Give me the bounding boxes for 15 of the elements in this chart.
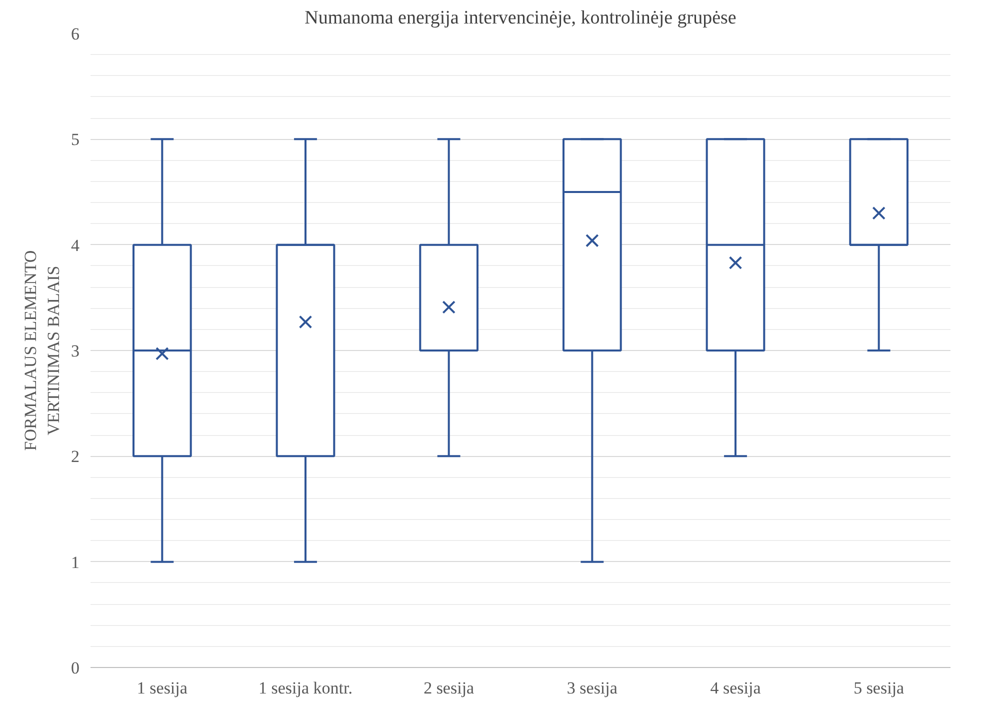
y-tick-label: 3	[71, 342, 80, 360]
y-tick-label: 6	[71, 24, 80, 44]
x-tick-label: 4 sesija	[710, 678, 762, 698]
y-axis-title: FORMALAUS ELEMENTO VERTINIMAS BALAIS	[21, 250, 63, 451]
x-tick-label: 1 sesija	[136, 678, 188, 698]
y-tick-label: 4	[71, 236, 80, 255]
y-tick-label: 5	[71, 130, 80, 150]
x-tick-label: 2 sesija	[424, 678, 475, 698]
y-tick-label: 0	[71, 658, 80, 678]
y-tick-label: 2	[71, 447, 80, 466]
x-tick-label: 3 sesija	[566, 678, 618, 698]
x-tick-label: 1 sesija kontr.	[258, 678, 352, 698]
x-tick-label: 5 sesija	[854, 678, 905, 698]
y-tick-label: 1	[71, 552, 80, 572]
chart-title: Numanoma energija intervencinėje, kontrolinėje grupėse	[304, 8, 736, 28]
